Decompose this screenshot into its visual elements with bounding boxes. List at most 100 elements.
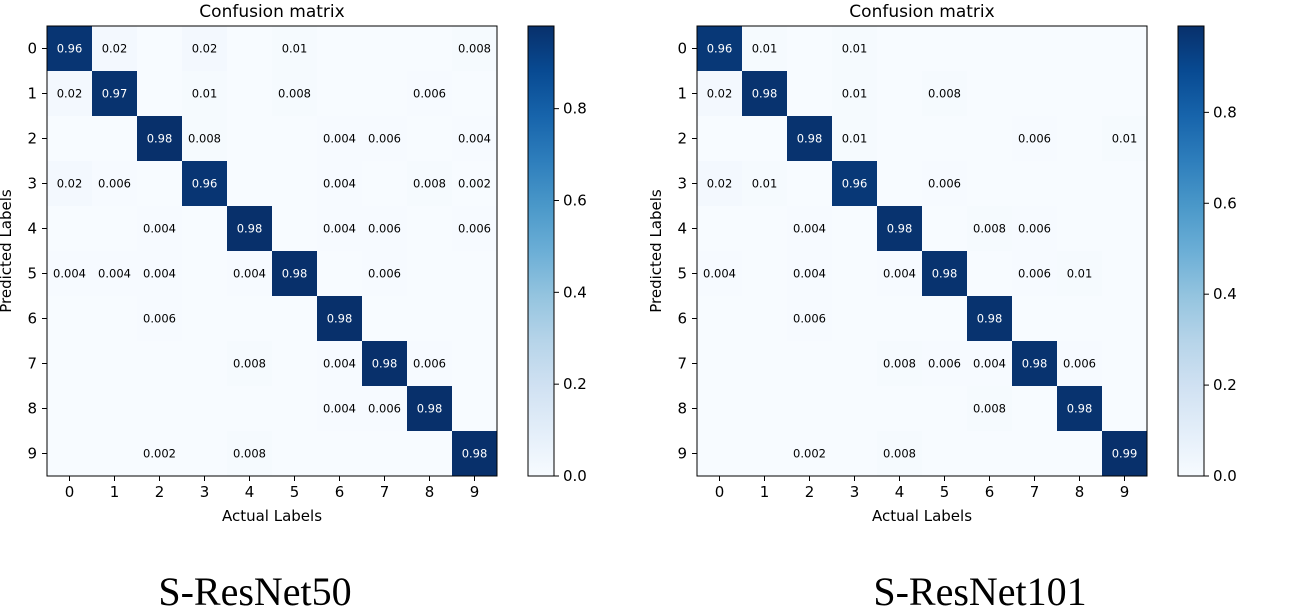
heatmap-cell — [137, 431, 182, 476]
heatmap-cell — [317, 296, 362, 341]
heatmap-cell — [92, 116, 137, 161]
cell-value-label: 0.006 — [1018, 267, 1051, 281]
heatmap-cell — [1012, 431, 1057, 476]
y-tick-label: 4 — [677, 220, 687, 238]
heatmap-cell — [317, 116, 362, 161]
heatmap-cell — [877, 26, 922, 71]
heatmap-cell — [787, 161, 832, 206]
heatmap-cell — [877, 431, 922, 476]
heatmap-cell — [1012, 116, 1057, 161]
y-axis-label: Predicted Labels — [650, 189, 665, 313]
y-tick-label: 5 — [27, 265, 37, 283]
y-tick-label: 3 — [27, 175, 37, 193]
heatmap-cell — [1012, 251, 1057, 296]
heatmap-cell — [1057, 26, 1102, 71]
heatmap-cell — [967, 71, 1012, 116]
cell-value-label: 0.96 — [842, 177, 868, 191]
heatmap-cell — [407, 296, 452, 341]
cell-value-label: 0.004 — [143, 222, 176, 236]
heatmap-cell — [787, 251, 832, 296]
cell-value-label: 0.006 — [1018, 222, 1051, 236]
cell-value-label: 0.006 — [928, 177, 961, 191]
heatmap-cell — [92, 251, 137, 296]
heatmap-cell — [967, 161, 1012, 206]
plot-frame — [46, 25, 498, 477]
heatmap-cell — [362, 116, 407, 161]
heatmap-cell — [787, 116, 832, 161]
heatmap-cell — [362, 161, 407, 206]
heatmap-cell — [697, 251, 742, 296]
heatmap-cell — [362, 341, 407, 386]
heatmap-cell — [407, 341, 452, 386]
heatmap-cell — [227, 431, 272, 476]
heatmap-cell — [967, 116, 1012, 161]
chart-title: Confusion matrix — [199, 2, 344, 22]
heatmap-cell — [47, 116, 92, 161]
heatmap-cell — [317, 206, 362, 251]
cell-value-label: 0.004 — [98, 267, 131, 281]
cell-value-label: 0.01 — [842, 87, 868, 101]
y-tick-label: 2 — [677, 130, 687, 148]
heatmap-cell — [697, 26, 742, 71]
cell-value-label: 0.004 — [323, 177, 356, 191]
heatmap-cell — [407, 71, 452, 116]
heatmap-cell — [1057, 206, 1102, 251]
cell-value-label: 0.96 — [707, 42, 733, 56]
heatmap-cell — [787, 386, 832, 431]
heatmap-cell — [1102, 251, 1147, 296]
x-tick-label: 4 — [895, 483, 905, 501]
cell-value-label: 0.006 — [368, 222, 401, 236]
heatmap-cell — [272, 251, 317, 296]
heatmap-cell — [317, 71, 362, 116]
heatmap-cell — [317, 26, 362, 71]
heatmap-cell — [317, 431, 362, 476]
cell-value-label: 0.008 — [233, 357, 266, 371]
heatmap-cell — [317, 251, 362, 296]
cell-value-label: 0.98 — [932, 267, 958, 281]
heatmap-cell — [967, 386, 1012, 431]
heatmap-cell — [227, 386, 272, 431]
heatmap-cell — [272, 431, 317, 476]
heatmap-cell — [47, 296, 92, 341]
heatmap-cell — [787, 296, 832, 341]
cell-value-label: 0.004 — [703, 267, 736, 281]
cell-value-label: 0.006 — [1018, 132, 1051, 146]
cell-value-label: 0.004 — [973, 357, 1006, 371]
heatmap-cell — [407, 386, 452, 431]
cell-value-label: 0.004 — [793, 267, 826, 281]
cell-value-label: 0.98 — [752, 87, 778, 101]
heatmap-cell — [317, 341, 362, 386]
heatmap-cell — [137, 341, 182, 386]
y-tick-label: 5 — [677, 265, 687, 283]
x-tick-label: 6 — [985, 483, 995, 501]
cell-value-label: 0.98 — [797, 132, 823, 146]
heatmap-cell — [47, 26, 92, 71]
heatmap-cell — [697, 116, 742, 161]
heatmap-cell — [1102, 206, 1147, 251]
heatmap-cell — [182, 251, 227, 296]
heatmap-cell — [407, 206, 452, 251]
x-tick-label: 2 — [155, 483, 165, 501]
heatmap-cell — [877, 116, 922, 161]
cell-value-label: 0.006 — [143, 312, 176, 326]
y-tick-label: 8 — [677, 400, 687, 418]
heatmap-cell — [1012, 341, 1057, 386]
cell-value-label: 0.01 — [1112, 132, 1138, 146]
heatmap-cell — [227, 251, 272, 296]
colorbar-tick-label: 0.6 — [563, 191, 587, 209]
cell-value-label: 0.99 — [1112, 447, 1138, 461]
heatmap-cell — [452, 341, 497, 386]
plot-frame — [696, 25, 1148, 477]
cell-value-label: 0.98 — [1067, 402, 1093, 416]
heatmap-cell — [227, 71, 272, 116]
heatmap-cell — [137, 386, 182, 431]
cell-value-label: 0.006 — [368, 402, 401, 416]
heatmap-cell — [137, 71, 182, 116]
cell-value-label: 0.02 — [57, 177, 83, 191]
colorbar-tick-label: 0.0 — [563, 467, 587, 485]
heatmap-cell — [877, 386, 922, 431]
heatmap-cell — [47, 251, 92, 296]
heatmap-cell — [47, 71, 92, 116]
